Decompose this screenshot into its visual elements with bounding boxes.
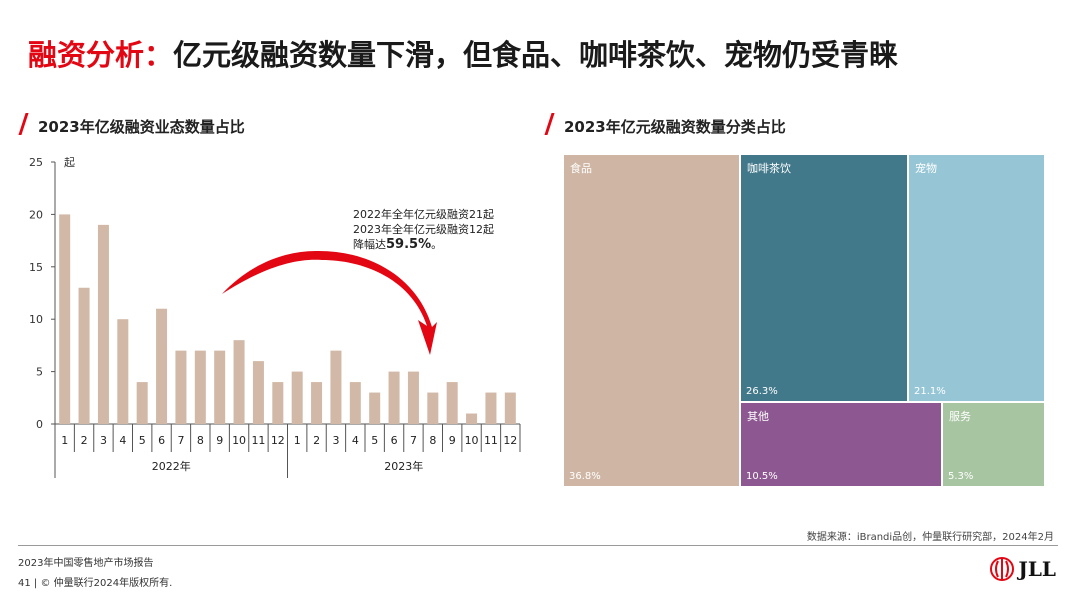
annotation-line-1: 2022年全年亿元级融资21起 [353, 208, 494, 221]
bar [233, 340, 245, 424]
bar [330, 350, 342, 424]
x-tick-label: 8 [197, 434, 204, 447]
x-tick-label: 7 [177, 434, 184, 447]
x-tick-label: 3 [100, 434, 107, 447]
bar [214, 350, 226, 424]
left-subtitle: 2023年亿级融资业态数量占比 [38, 118, 245, 136]
annotation-line-2: 2023年全年亿元级融资12起 [353, 223, 494, 236]
x-tick-label: 4 [119, 434, 126, 447]
footer-report-name: 2023年中国零售地产市场报告 [18, 558, 154, 569]
y-tick-label: 0 [36, 418, 43, 431]
x-tick-label: 6 [391, 434, 398, 447]
x-group-label: 2022年 [152, 459, 191, 473]
treemap-block-service: 服务 5.3% [942, 402, 1045, 487]
jll-logo-text: JLL [1018, 557, 1056, 581]
jll-logo-icon [990, 557, 1015, 581]
bar [291, 371, 303, 424]
bar [388, 371, 400, 424]
bar [175, 350, 187, 424]
treemap-label-pet: 宠物 [915, 162, 937, 175]
footer-divider [18, 545, 1058, 546]
x-tick-label: 11 [251, 434, 265, 447]
x-tick-label: 10 [232, 434, 246, 447]
x-tick-label: 1 [61, 434, 68, 447]
title-main: 亿元级融资数量下滑，但食品、咖啡茶饮、宠物仍受青睐 [173, 38, 899, 72]
y-tick-label: 25 [29, 156, 43, 169]
y-tick-label: 5 [36, 366, 43, 379]
bar [446, 382, 458, 424]
x-tick-label: 9 [449, 434, 456, 447]
bar [485, 392, 497, 424]
treemap-label-food: 食品 [570, 162, 592, 175]
title-prefix: 融资分析： [28, 38, 174, 72]
treemap-pct-pet: 21.1% [914, 386, 946, 397]
footer-copyright: 41 | © 仲量联行2024年版权所有. [18, 578, 173, 589]
x-tick-label: 4 [352, 434, 359, 447]
x-tick-label: 10 [465, 434, 479, 447]
x-tick-label: 1 [294, 434, 301, 447]
page-title: 融资分析：亿元级融资数量下滑，但食品、咖啡茶饮、宠物仍受青睐 [28, 32, 898, 74]
bar [369, 392, 381, 424]
x-tick-label: 2 [81, 434, 88, 447]
bar [272, 382, 284, 424]
annotation-prefix: 降幅达 [353, 238, 386, 251]
treemap-label-coffee-tea: 咖啡茶饮 [747, 162, 791, 175]
x-tick-label: 12 [271, 434, 285, 447]
bar [136, 382, 148, 424]
x-group-label: 2023年 [384, 459, 423, 473]
treemap-pct-other: 10.5% [746, 471, 778, 482]
bar [59, 214, 71, 424]
y-unit-label: 起 [64, 156, 75, 169]
treemap-pct-coffee-tea: 26.3% [746, 386, 778, 397]
treemap-label-service: 服务 [949, 410, 971, 423]
bar [97, 224, 109, 424]
treemap-pct-food: 36.8% [569, 471, 601, 482]
bar [349, 382, 361, 424]
y-tick-label: 15 [29, 261, 43, 274]
bar [407, 371, 419, 424]
x-tick-label: 5 [139, 434, 146, 447]
x-tick-label: 7 [410, 434, 417, 447]
bar [311, 382, 323, 424]
annotation-line-3: 降幅达59.5%。 [353, 236, 442, 252]
x-tick-label: 5 [371, 434, 378, 447]
bar [504, 392, 516, 424]
treemap-pct-service: 5.3% [948, 471, 974, 482]
treemap-block-food: 食品 36.8% [563, 154, 740, 487]
annotation-value: 59.5% [386, 237, 432, 252]
right-subtitle: 2023年亿元级融资数量分类占比 [564, 118, 786, 136]
treemap-block-pet: 宠物 21.1% [908, 154, 1045, 402]
bar [427, 392, 439, 424]
y-tick-label: 20 [29, 208, 43, 221]
trend-arrow-icon [222, 250, 437, 355]
x-tick-label: 11 [484, 434, 498, 447]
x-tick-label: 9 [216, 434, 223, 447]
data-source: 数据来源：iBrandi品创，仲量联行研究部，2024年2月 [806, 532, 1054, 543]
left-subtitle-slash [18, 113, 29, 135]
bar [466, 413, 478, 424]
bar [156, 308, 168, 424]
right-subtitle-slash [544, 113, 555, 135]
treemap-block-other: 其他 10.5% [740, 402, 942, 487]
bar [117, 319, 129, 424]
treemap-label-other: 其他 [747, 410, 769, 423]
annotation-suffix: 。 [431, 238, 443, 251]
jll-logo: JLL [990, 557, 1056, 581]
x-tick-label: 12 [503, 434, 517, 447]
treemap-block-coffee-tea: 咖啡茶饮 26.3% [740, 154, 908, 402]
bar [194, 350, 206, 424]
bar [78, 287, 90, 424]
bar [252, 361, 264, 424]
x-tick-label: 8 [429, 434, 436, 447]
x-tick-label: 6 [158, 434, 165, 447]
x-tick-label: 2 [313, 434, 320, 447]
x-tick-label: 3 [332, 434, 339, 447]
y-tick-label: 10 [29, 313, 43, 326]
